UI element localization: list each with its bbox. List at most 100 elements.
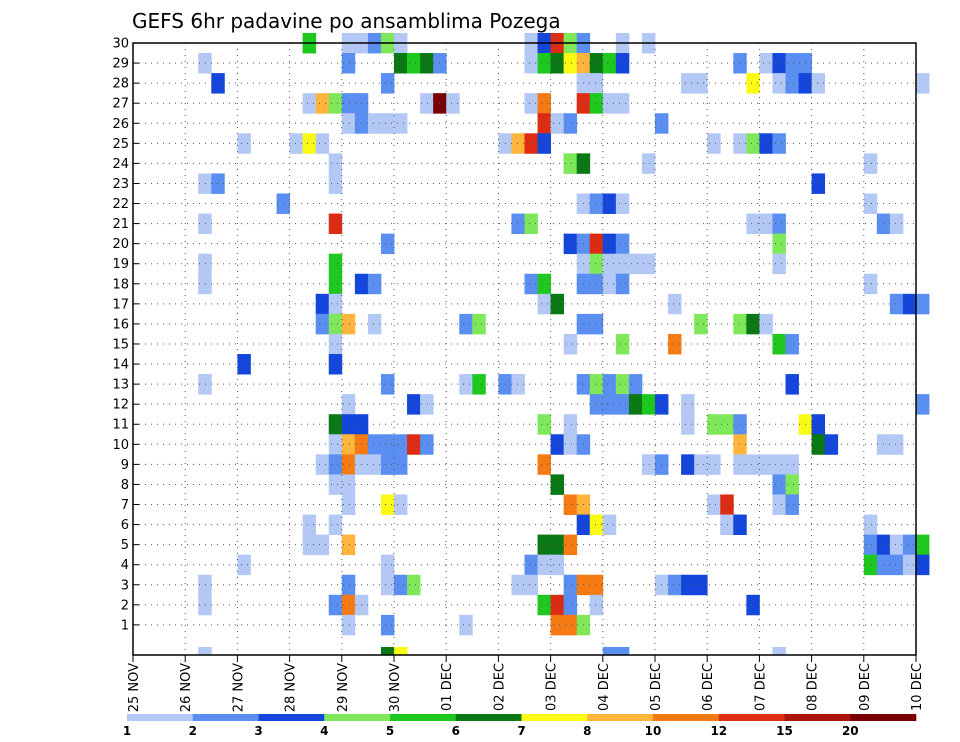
precip-cell	[367, 113, 382, 134]
precip-cell	[889, 293, 904, 315]
y-tick-label: 20	[112, 237, 129, 252]
precip-cell	[394, 646, 408, 656]
precip-cell	[537, 293, 551, 315]
precip-cell	[563, 574, 578, 596]
precip-cell	[367, 434, 382, 455]
precip-cell	[341, 574, 356, 596]
precip-cell	[328, 273, 343, 295]
precip-cell	[916, 293, 930, 315]
x-tick-label: 25 NOV	[127, 663, 142, 712]
precip-cell	[315, 454, 330, 475]
precip-cell	[315, 133, 330, 154]
colorbar-label: 15	[776, 724, 793, 738]
colorbar-label: 1	[123, 724, 131, 738]
precip-cell	[328, 333, 343, 355]
precip-cell	[681, 394, 695, 415]
precip-cell	[394, 53, 408, 74]
precip-cell	[341, 494, 356, 515]
x-tick-label: 03 DEC	[545, 663, 560, 711]
precip-cell	[628, 253, 643, 275]
precip-cell	[772, 233, 786, 255]
precip-cell	[328, 594, 343, 616]
precip-cell	[394, 454, 408, 475]
precip-cell	[380, 374, 395, 395]
precip-cell	[733, 53, 747, 74]
precip-cell	[328, 313, 343, 335]
precip-cell	[328, 454, 343, 475]
precip-cell	[863, 273, 878, 295]
colorbar-swatch	[127, 714, 194, 721]
precip-cell	[602, 394, 617, 415]
precip-cell	[811, 434, 826, 455]
y-tick-label: 10	[112, 438, 129, 453]
precip-cell	[916, 73, 930, 94]
precip-cell	[889, 554, 904, 576]
precip-cell	[863, 514, 878, 536]
colorbar-swatch	[653, 714, 720, 721]
precip-cell	[902, 534, 917, 556]
precip-cell	[863, 534, 878, 556]
x-tick-label: 29 NOV	[336, 663, 351, 712]
precip-cell	[341, 394, 356, 415]
precip-cell	[328, 434, 343, 455]
precip-cell	[720, 514, 734, 536]
precip-cell	[328, 514, 343, 536]
precip-cell	[341, 454, 356, 475]
precip-cell	[589, 594, 604, 616]
precip-cell	[733, 133, 747, 154]
precip-cell	[198, 53, 212, 74]
y-tick-label: 21	[112, 217, 129, 232]
precip-cell	[589, 374, 604, 395]
colorbar-swatch	[850, 714, 917, 721]
precip-cell	[524, 213, 538, 235]
precip-cell	[772, 646, 786, 656]
precip-cell	[394, 574, 408, 596]
colorbar-swatch	[521, 714, 588, 721]
precip-cell	[602, 93, 617, 114]
precip-cell	[459, 374, 473, 395]
grid-layer	[133, 42, 916, 655]
precip-cell	[328, 213, 343, 235]
precip-cell	[302, 93, 317, 114]
precip-cell	[720, 414, 734, 435]
precip-cell	[681, 454, 695, 475]
colorbar-swatch	[258, 714, 325, 721]
precip-cell	[537, 554, 551, 576]
precip-cell	[315, 293, 330, 315]
precip-cell	[563, 53, 578, 74]
precip-cell	[707, 454, 721, 475]
precip-cell	[668, 574, 682, 596]
precip-cell	[524, 273, 538, 295]
precip-cell	[628, 374, 643, 395]
precip-cell	[341, 594, 356, 616]
precip-cell	[615, 53, 630, 74]
y-tick-label: 12	[112, 398, 129, 413]
precip-cell	[407, 574, 421, 596]
precip-cell	[328, 253, 343, 275]
precip-cell	[563, 594, 578, 616]
precip-cell	[459, 313, 473, 335]
precip-cell	[602, 514, 617, 536]
precip-cell	[589, 93, 604, 114]
precip-cell	[681, 414, 695, 435]
precip-cell	[341, 474, 356, 495]
y-tick-label: 26	[112, 117, 129, 132]
colorbar-swatch	[455, 714, 522, 721]
precip-cell	[707, 494, 721, 515]
precip-cell	[328, 474, 343, 495]
precip-cell	[459, 614, 473, 636]
precip-cell	[563, 614, 578, 636]
precip-cell	[733, 514, 747, 536]
precip-cell	[615, 93, 630, 114]
precip-cell	[394, 434, 408, 455]
precip-cell	[563, 233, 578, 255]
precip-cell	[759, 53, 773, 74]
precip-cell	[550, 534, 565, 556]
colorbar-label: 12	[710, 724, 727, 738]
precip-cell	[785, 73, 799, 94]
precip-cell	[563, 113, 578, 134]
precip-cell	[237, 354, 251, 375]
precip-cell	[328, 293, 343, 315]
precip-cell	[615, 253, 630, 275]
precip-cell	[759, 313, 773, 335]
